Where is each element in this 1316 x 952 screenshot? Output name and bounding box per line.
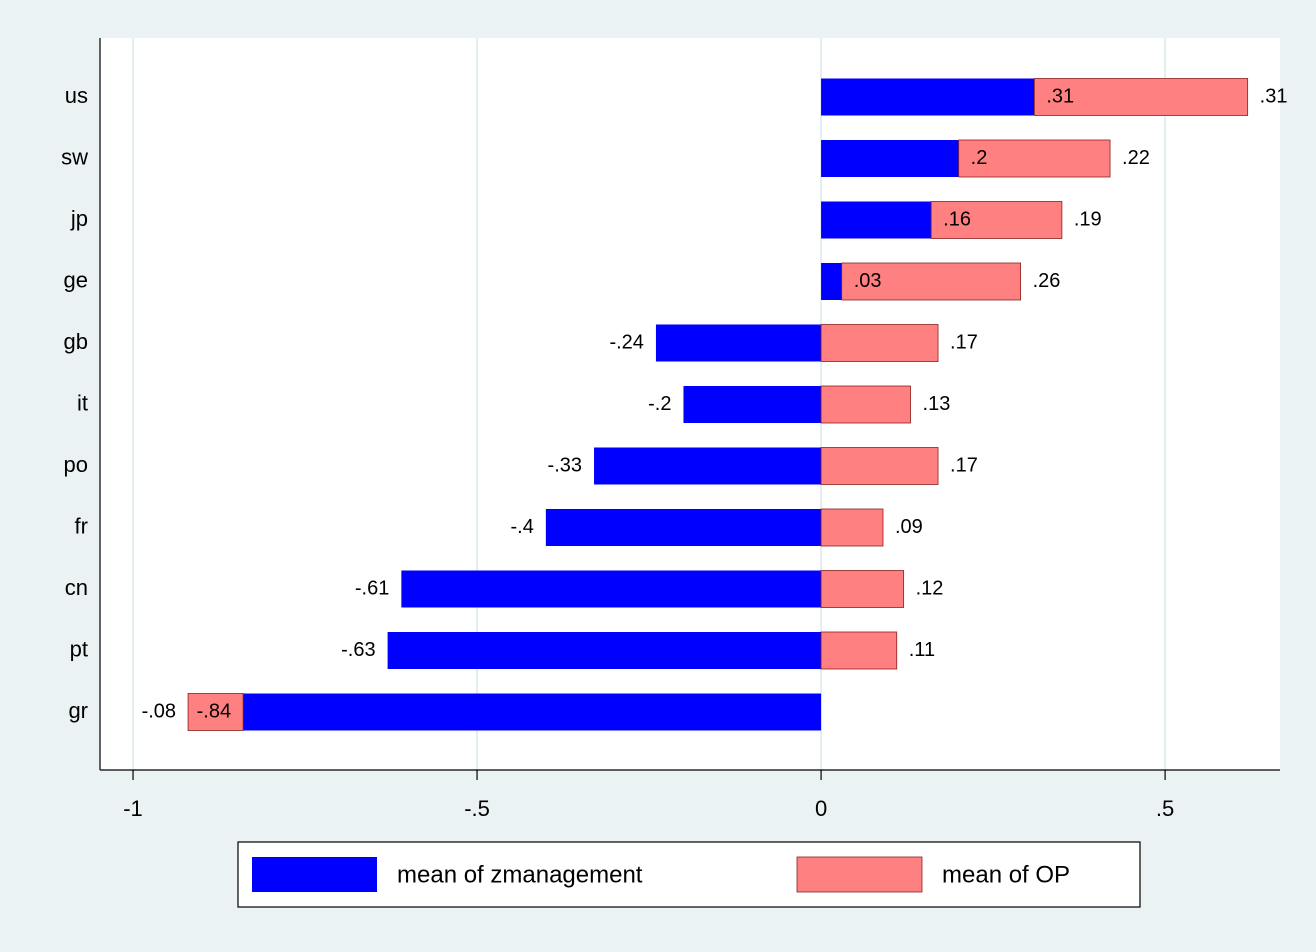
legend-swatch — [796, 856, 923, 893]
value-label: .09 — [895, 516, 923, 538]
value-label: .12 — [916, 577, 944, 599]
y-tick-label: pt — [70, 636, 88, 661]
bar — [387, 632, 822, 669]
value-label: -.63 — [341, 639, 375, 661]
y-tick-label: gr — [68, 698, 88, 723]
legend-swatch — [252, 857, 377, 892]
bar — [821, 78, 1035, 116]
value-label: -.61 — [355, 577, 389, 599]
bar — [820, 570, 905, 608]
bar — [821, 140, 959, 177]
bar — [187, 693, 244, 731]
bar — [821, 201, 932, 239]
value-label: .31 — [1046, 85, 1074, 107]
value-label: .17 — [950, 331, 978, 353]
value-label: .22 — [1122, 147, 1150, 169]
value-label: -.33 — [548, 454, 582, 476]
value-label: .17 — [950, 454, 978, 476]
value-label: .13 — [923, 393, 951, 415]
y-tick-label: ge — [64, 267, 88, 292]
value-label: .31 — [1260, 85, 1288, 107]
y-tick-label: cn — [65, 575, 88, 600]
y-tick-label: po — [64, 452, 88, 477]
y-tick-label: gb — [64, 329, 88, 354]
value-label: -.2 — [648, 393, 671, 415]
bar — [594, 447, 822, 485]
value-label: -.84 — [197, 700, 231, 722]
legend — [237, 841, 1141, 908]
legend-label: mean of OP — [942, 861, 1070, 888]
y-tick-label: sw — [61, 144, 88, 169]
bar — [821, 263, 842, 300]
x-tick-label: .5 — [1156, 796, 1174, 821]
y-tick-label: us — [65, 83, 88, 108]
value-label: -.08 — [142, 700, 176, 722]
value-label: .03 — [854, 270, 882, 292]
bar — [655, 324, 822, 362]
bar — [243, 693, 822, 731]
value-label: .26 — [1033, 270, 1061, 292]
bar — [820, 447, 939, 485]
value-label: -.4 — [511, 516, 534, 538]
value-label: .11 — [909, 639, 935, 661]
value-label: -.24 — [609, 331, 643, 353]
bar — [820, 508, 884, 547]
bar — [820, 631, 898, 670]
value-label: .2 — [971, 147, 988, 169]
y-tick-label: fr — [75, 513, 88, 538]
legend-label: mean of zmanagement — [397, 861, 643, 888]
y-tick-label: it — [77, 390, 88, 415]
value-label: .16 — [943, 208, 971, 230]
bar — [930, 201, 1063, 239]
bar — [958, 139, 1111, 178]
x-tick-label: -1 — [123, 796, 143, 821]
y-tick-label: jp — [70, 206, 88, 231]
bar — [401, 570, 822, 608]
bar — [841, 262, 1022, 301]
marks — [187, 78, 1249, 731]
bar — [683, 386, 822, 423]
value-label: .19 — [1074, 208, 1102, 230]
x-tick-label: -.5 — [464, 796, 490, 821]
bar — [820, 385, 911, 424]
x-tick-label: 0 — [815, 796, 827, 821]
bar — [820, 324, 939, 362]
bar — [1033, 78, 1249, 116]
bar — [545, 509, 822, 546]
